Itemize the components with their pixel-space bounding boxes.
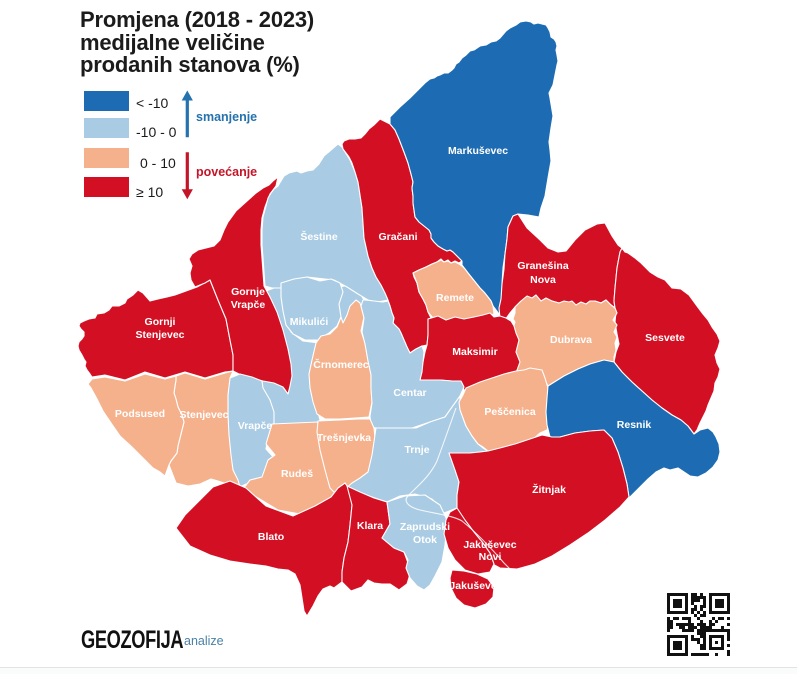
svg-text:Granešina: Granešina	[517, 260, 569, 272]
svg-text:Gornje: Gornje	[231, 286, 265, 298]
svg-text:Novi: Novi	[479, 551, 502, 563]
svg-text:Šestine: Šestine	[300, 230, 338, 243]
svg-text:Stenjevec: Stenjevec	[179, 409, 228, 421]
svg-text:Nova: Nova	[530, 274, 556, 286]
svg-text:Gračani: Gračani	[378, 231, 417, 243]
svg-text:Remete: Remete	[436, 292, 474, 304]
svg-text:Črnomerec: Črnomerec	[313, 358, 369, 371]
svg-text:Trešnjevka: Trešnjevka	[317, 432, 371, 444]
svg-text:Jakuševec: Jakuševec	[449, 580, 502, 592]
svg-text:Centar: Centar	[393, 387, 426, 399]
svg-text:Žitnjak: Žitnjak	[532, 483, 566, 496]
svg-text:Peščenica: Peščenica	[484, 406, 536, 418]
svg-text:Mikulići: Mikulići	[290, 316, 329, 328]
svg-text:Stenjevec: Stenjevec	[135, 329, 184, 341]
svg-text:Jakuševec: Jakuševec	[463, 539, 516, 551]
svg-text:Rudeš: Rudeš	[281, 468, 313, 480]
svg-text:Zaprudski: Zaprudski	[400, 521, 450, 533]
svg-text:Gornji: Gornji	[145, 316, 176, 328]
svg-text:Maksimir: Maksimir	[452, 346, 498, 358]
svg-text:Resnik: Resnik	[617, 419, 652, 431]
svg-text:Otok: Otok	[413, 534, 437, 546]
svg-text:Vrapče: Vrapče	[238, 420, 273, 432]
svg-text:Blato: Blato	[258, 531, 284, 543]
svg-text:Sesvete: Sesvete	[645, 332, 685, 344]
svg-text:Markuševec: Markuševec	[448, 145, 508, 157]
svg-text:Klara: Klara	[357, 520, 383, 532]
svg-text:Vrapče: Vrapče	[231, 299, 266, 311]
svg-text:Podsused: Podsused	[115, 408, 165, 420]
svg-text:Dubrava: Dubrava	[550, 334, 592, 346]
svg-text:Trnje: Trnje	[404, 444, 429, 456]
